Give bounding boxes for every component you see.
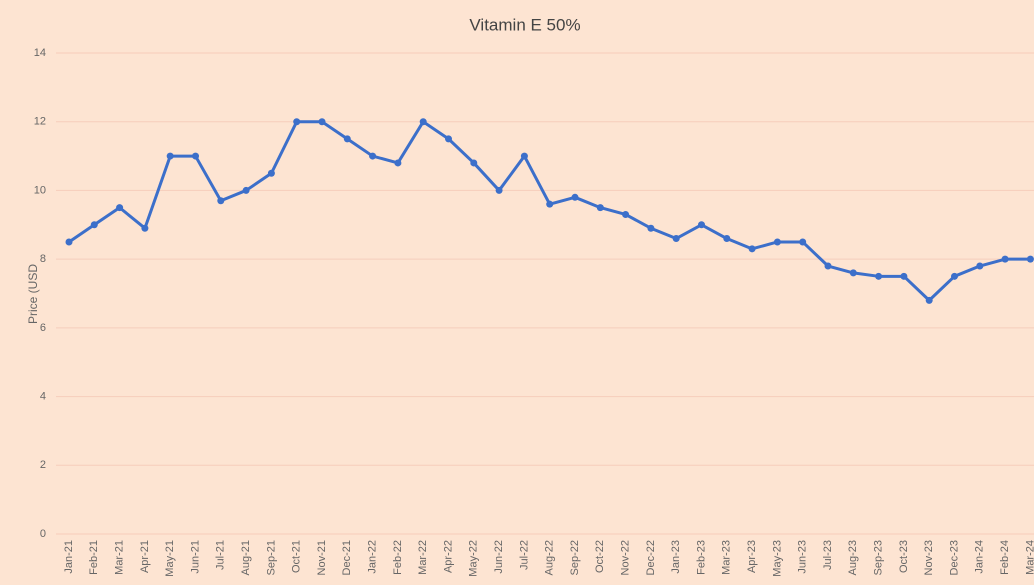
chart-title: Vitamin E 50% xyxy=(469,15,580,34)
x-tick-label: Feb-22 xyxy=(392,540,404,575)
x-tick-label: Jul-21 xyxy=(215,540,227,570)
point xyxy=(419,118,427,126)
x-tick-label: Aug-21 xyxy=(240,540,252,575)
y-tick-label: 0 xyxy=(40,528,46,540)
y-tick-label: 12 xyxy=(34,116,46,128)
point xyxy=(116,204,124,212)
x-tick-label: Dec-21 xyxy=(341,540,353,575)
x-tick-label: Feb-24 xyxy=(999,540,1011,575)
x-tick-label: Nov-23 xyxy=(923,540,935,575)
point xyxy=(546,200,554,208)
point xyxy=(596,204,604,212)
point xyxy=(318,118,326,126)
x-tick-label: Apr-23 xyxy=(746,540,758,573)
point xyxy=(1001,255,1009,263)
point xyxy=(445,135,452,143)
point xyxy=(495,186,503,194)
x-tick-label: Sep-23 xyxy=(873,540,885,575)
point xyxy=(647,224,655,232)
point xyxy=(470,159,478,167)
x-tick-label: Feb-21 xyxy=(88,540,100,575)
point xyxy=(900,272,908,280)
point xyxy=(1026,255,1034,263)
x-tick-label: Jul-23 xyxy=(822,540,834,570)
point xyxy=(369,152,377,160)
y-tick-label: 14 xyxy=(34,47,46,59)
point xyxy=(976,262,984,270)
x-tick-label: Jun-22 xyxy=(493,540,505,574)
y-tick-label: 4 xyxy=(40,390,46,402)
x-tick-label: Jan-21 xyxy=(63,540,75,574)
x-tick-label: Nov-22 xyxy=(620,540,632,575)
x-tick-label: May-21 xyxy=(164,540,176,577)
point xyxy=(192,152,199,160)
point xyxy=(520,152,528,160)
point xyxy=(394,159,402,167)
point xyxy=(65,238,73,246)
x-tick-label: Oct-23 xyxy=(898,540,910,573)
x-tick-label: Aug-23 xyxy=(847,540,859,575)
x-tick-label: May-22 xyxy=(468,540,480,577)
x-tick-label: Nov-21 xyxy=(316,540,328,575)
point xyxy=(90,221,98,229)
point xyxy=(267,169,275,177)
point xyxy=(698,221,705,229)
point xyxy=(141,224,149,232)
x-tick-label: Sep-22 xyxy=(569,540,581,575)
x-tick-label: Mar-22 xyxy=(417,540,429,575)
y-tick-label: 2 xyxy=(40,459,46,471)
x-tick-label: Oct-22 xyxy=(594,540,606,573)
point xyxy=(723,235,731,243)
point xyxy=(773,238,781,246)
point xyxy=(824,262,832,270)
point xyxy=(242,186,250,194)
x-tick-label: Jan-24 xyxy=(974,540,986,574)
x-tick-label: Aug-22 xyxy=(544,540,556,575)
point xyxy=(293,118,301,126)
x-tick-label: Apr-21 xyxy=(139,540,151,573)
point xyxy=(748,245,756,253)
x-tick-label: Sep-21 xyxy=(265,540,277,575)
x-tick-label: Jun-21 xyxy=(189,540,201,574)
point xyxy=(343,135,351,143)
x-tick-label: Jan-22 xyxy=(367,540,379,574)
x-tick-label: Jan-23 xyxy=(670,540,682,574)
point xyxy=(799,238,807,246)
x-tick-label: Jul-22 xyxy=(518,540,530,570)
x-tick-label: Mar-23 xyxy=(721,540,733,575)
x-tick-label: May-23 xyxy=(771,540,783,577)
x-tick-label: Jun-23 xyxy=(797,540,809,574)
point xyxy=(571,193,579,201)
y-tick-label: 6 xyxy=(40,322,46,334)
point xyxy=(951,272,958,280)
line xyxy=(68,120,1031,302)
x-tick-label: Dec-23 xyxy=(948,540,960,575)
x-tick-label: Mar-24 xyxy=(1024,540,1034,575)
point xyxy=(166,152,174,160)
point xyxy=(217,197,225,205)
point xyxy=(622,210,630,218)
y-tick-label: 8 xyxy=(40,253,46,265)
point xyxy=(875,272,883,280)
x-tick-label: Apr-22 xyxy=(442,540,454,573)
x-tick-label: Oct-21 xyxy=(291,540,303,573)
point xyxy=(849,269,857,277)
x-tick-label: Feb-23 xyxy=(695,540,707,575)
y-axis-label: Price (USD xyxy=(26,264,40,324)
point xyxy=(672,235,680,243)
point xyxy=(925,296,933,304)
x-tick-label: Dec-22 xyxy=(645,540,657,575)
y-tick-label: 10 xyxy=(34,184,46,196)
x-tick-label: Mar-21 xyxy=(114,540,126,575)
